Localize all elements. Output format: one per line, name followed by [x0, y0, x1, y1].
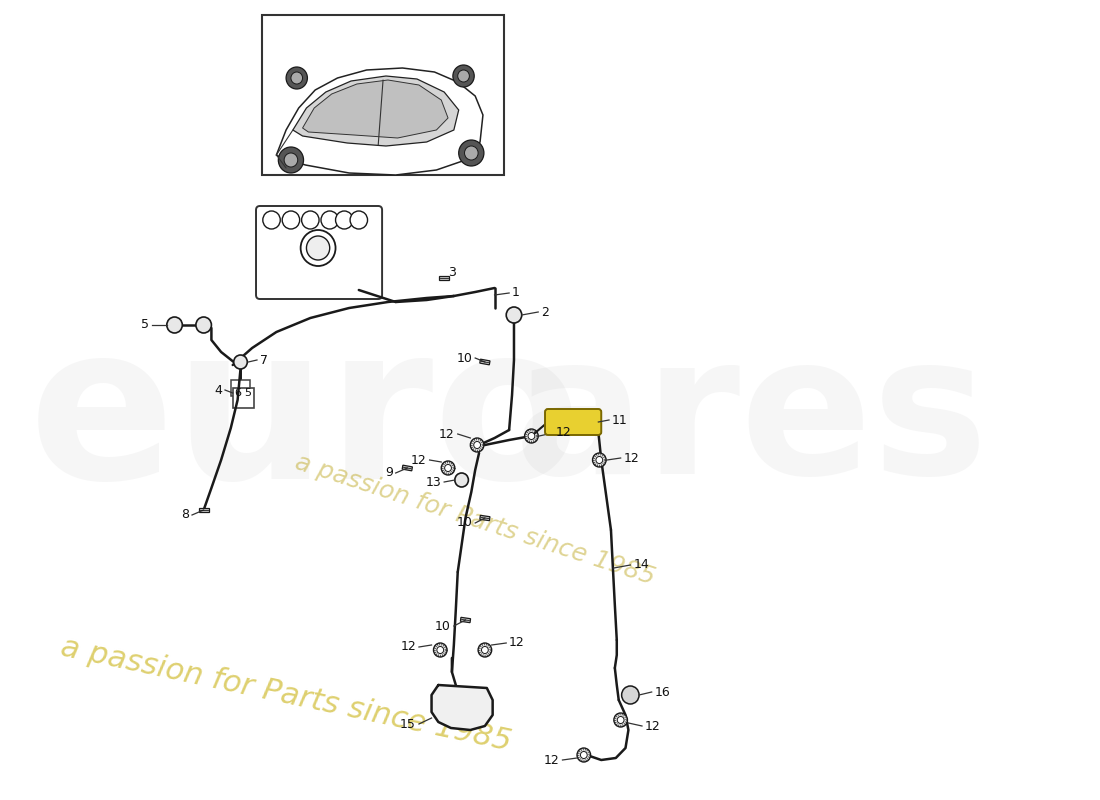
Text: 11: 11: [612, 414, 628, 426]
Circle shape: [301, 211, 319, 229]
Text: 12: 12: [556, 426, 571, 439]
Circle shape: [453, 65, 474, 87]
Text: 2: 2: [541, 306, 549, 318]
Text: 10: 10: [436, 619, 451, 633]
Text: 12: 12: [645, 719, 661, 733]
Circle shape: [464, 146, 478, 160]
Text: 16: 16: [654, 686, 670, 698]
Polygon shape: [431, 685, 493, 730]
Polygon shape: [480, 515, 490, 521]
Polygon shape: [480, 359, 490, 365]
Circle shape: [593, 453, 606, 467]
Text: 12: 12: [509, 637, 525, 650]
Circle shape: [454, 473, 469, 487]
Text: 5: 5: [141, 318, 150, 331]
Circle shape: [444, 465, 451, 471]
Text: 13: 13: [426, 475, 441, 489]
Text: a passion for Parts since 1985: a passion for Parts since 1985: [293, 450, 658, 590]
Polygon shape: [276, 68, 483, 175]
Circle shape: [528, 433, 535, 439]
Text: 1: 1: [512, 286, 520, 299]
Text: 12: 12: [543, 754, 560, 766]
Text: 12: 12: [624, 451, 639, 465]
Circle shape: [196, 317, 211, 333]
Circle shape: [167, 317, 183, 333]
Circle shape: [336, 211, 353, 229]
Circle shape: [458, 70, 470, 82]
Text: 6: 6: [234, 388, 242, 398]
Bar: [262, 15, 504, 175]
Text: 14: 14: [634, 558, 649, 571]
Circle shape: [474, 442, 481, 449]
FancyBboxPatch shape: [256, 206, 382, 299]
Circle shape: [471, 438, 484, 452]
Circle shape: [233, 355, 248, 369]
Circle shape: [614, 713, 627, 727]
Polygon shape: [439, 276, 449, 280]
Circle shape: [321, 211, 339, 229]
Bar: [233, 388, 254, 408]
Text: euro: euro: [29, 315, 582, 525]
Polygon shape: [293, 76, 459, 146]
Circle shape: [263, 211, 280, 229]
Circle shape: [441, 461, 454, 475]
Circle shape: [482, 646, 488, 654]
Text: 12: 12: [411, 454, 427, 466]
Text: 5: 5: [244, 388, 252, 398]
Circle shape: [433, 643, 447, 657]
Circle shape: [286, 67, 307, 89]
Text: 12: 12: [400, 641, 416, 654]
Polygon shape: [461, 618, 471, 622]
Circle shape: [617, 717, 624, 723]
Circle shape: [283, 211, 299, 229]
Text: a passion for Parts since 1985: a passion for Parts since 1985: [58, 633, 514, 757]
FancyBboxPatch shape: [544, 409, 602, 435]
Text: ares: ares: [514, 326, 989, 514]
Circle shape: [525, 429, 538, 443]
Text: 3: 3: [448, 266, 455, 278]
Bar: [231, 380, 250, 396]
Circle shape: [478, 643, 492, 657]
Text: 10: 10: [456, 351, 472, 365]
Text: 8: 8: [182, 509, 189, 522]
Circle shape: [581, 751, 587, 758]
Circle shape: [596, 457, 603, 463]
Polygon shape: [199, 508, 209, 512]
Text: 4: 4: [214, 383, 222, 397]
Polygon shape: [403, 465, 412, 471]
Circle shape: [578, 748, 591, 762]
Text: 12: 12: [439, 427, 454, 441]
Text: 7: 7: [260, 354, 268, 366]
Circle shape: [506, 307, 521, 323]
Polygon shape: [302, 80, 448, 138]
Circle shape: [437, 646, 443, 654]
Text: 15: 15: [400, 718, 416, 730]
Circle shape: [290, 72, 303, 84]
Circle shape: [459, 140, 484, 166]
Circle shape: [300, 230, 336, 266]
Circle shape: [278, 147, 304, 173]
Circle shape: [284, 153, 298, 167]
Circle shape: [307, 236, 330, 260]
Circle shape: [350, 211, 367, 229]
Text: 10: 10: [456, 517, 472, 530]
Text: 9: 9: [385, 466, 393, 479]
Circle shape: [621, 686, 639, 704]
